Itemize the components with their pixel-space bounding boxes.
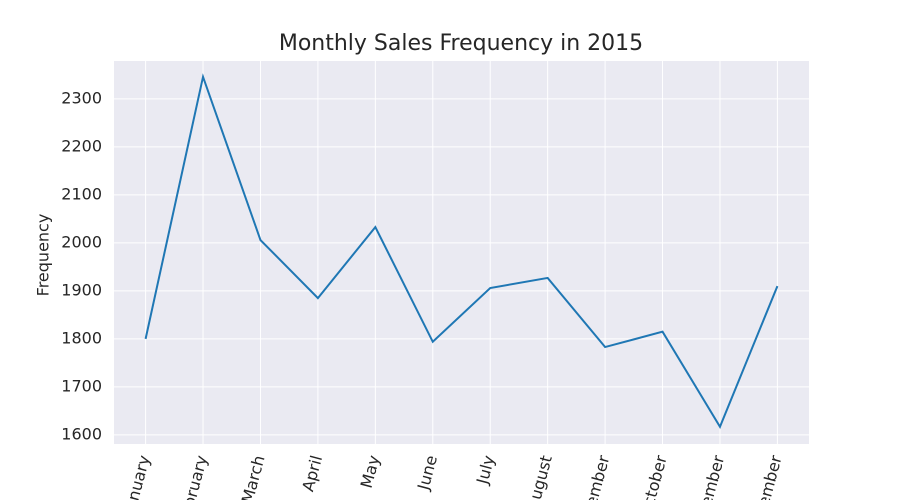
y-tick-label: 1600	[61, 424, 102, 443]
x-tick-label: December	[746, 453, 786, 500]
x-tick-label: March	[238, 453, 269, 500]
y-tick-label: 1800	[61, 328, 102, 347]
data-line	[144, 73, 779, 429]
x-tick-label: November	[688, 453, 728, 500]
x-tick-label: September	[572, 453, 613, 500]
y-axis-label: Frequency	[34, 214, 53, 297]
y-tick-label: 2200	[61, 136, 102, 155]
x-tick-label: July	[472, 453, 498, 487]
x-tick-label: January	[119, 453, 153, 500]
x-tick-label: April	[298, 453, 326, 493]
x-tick-label: August	[523, 453, 556, 500]
y-tick-label: 1700	[61, 376, 102, 395]
x-tick-label: February	[175, 453, 212, 500]
y-tick-label: 2300	[61, 88, 102, 107]
y-tick-label: 2000	[61, 232, 102, 251]
plot-area	[114, 61, 809, 444]
chart-title: Monthly Sales Frequency in 2015	[279, 31, 643, 56]
x-tick-label: May	[357, 453, 384, 490]
y-tick-label: 2100	[61, 184, 102, 203]
x-tick-label: October	[636, 453, 671, 500]
x-tick-label: June	[413, 453, 441, 493]
y-tick-label: 1900	[61, 280, 102, 299]
